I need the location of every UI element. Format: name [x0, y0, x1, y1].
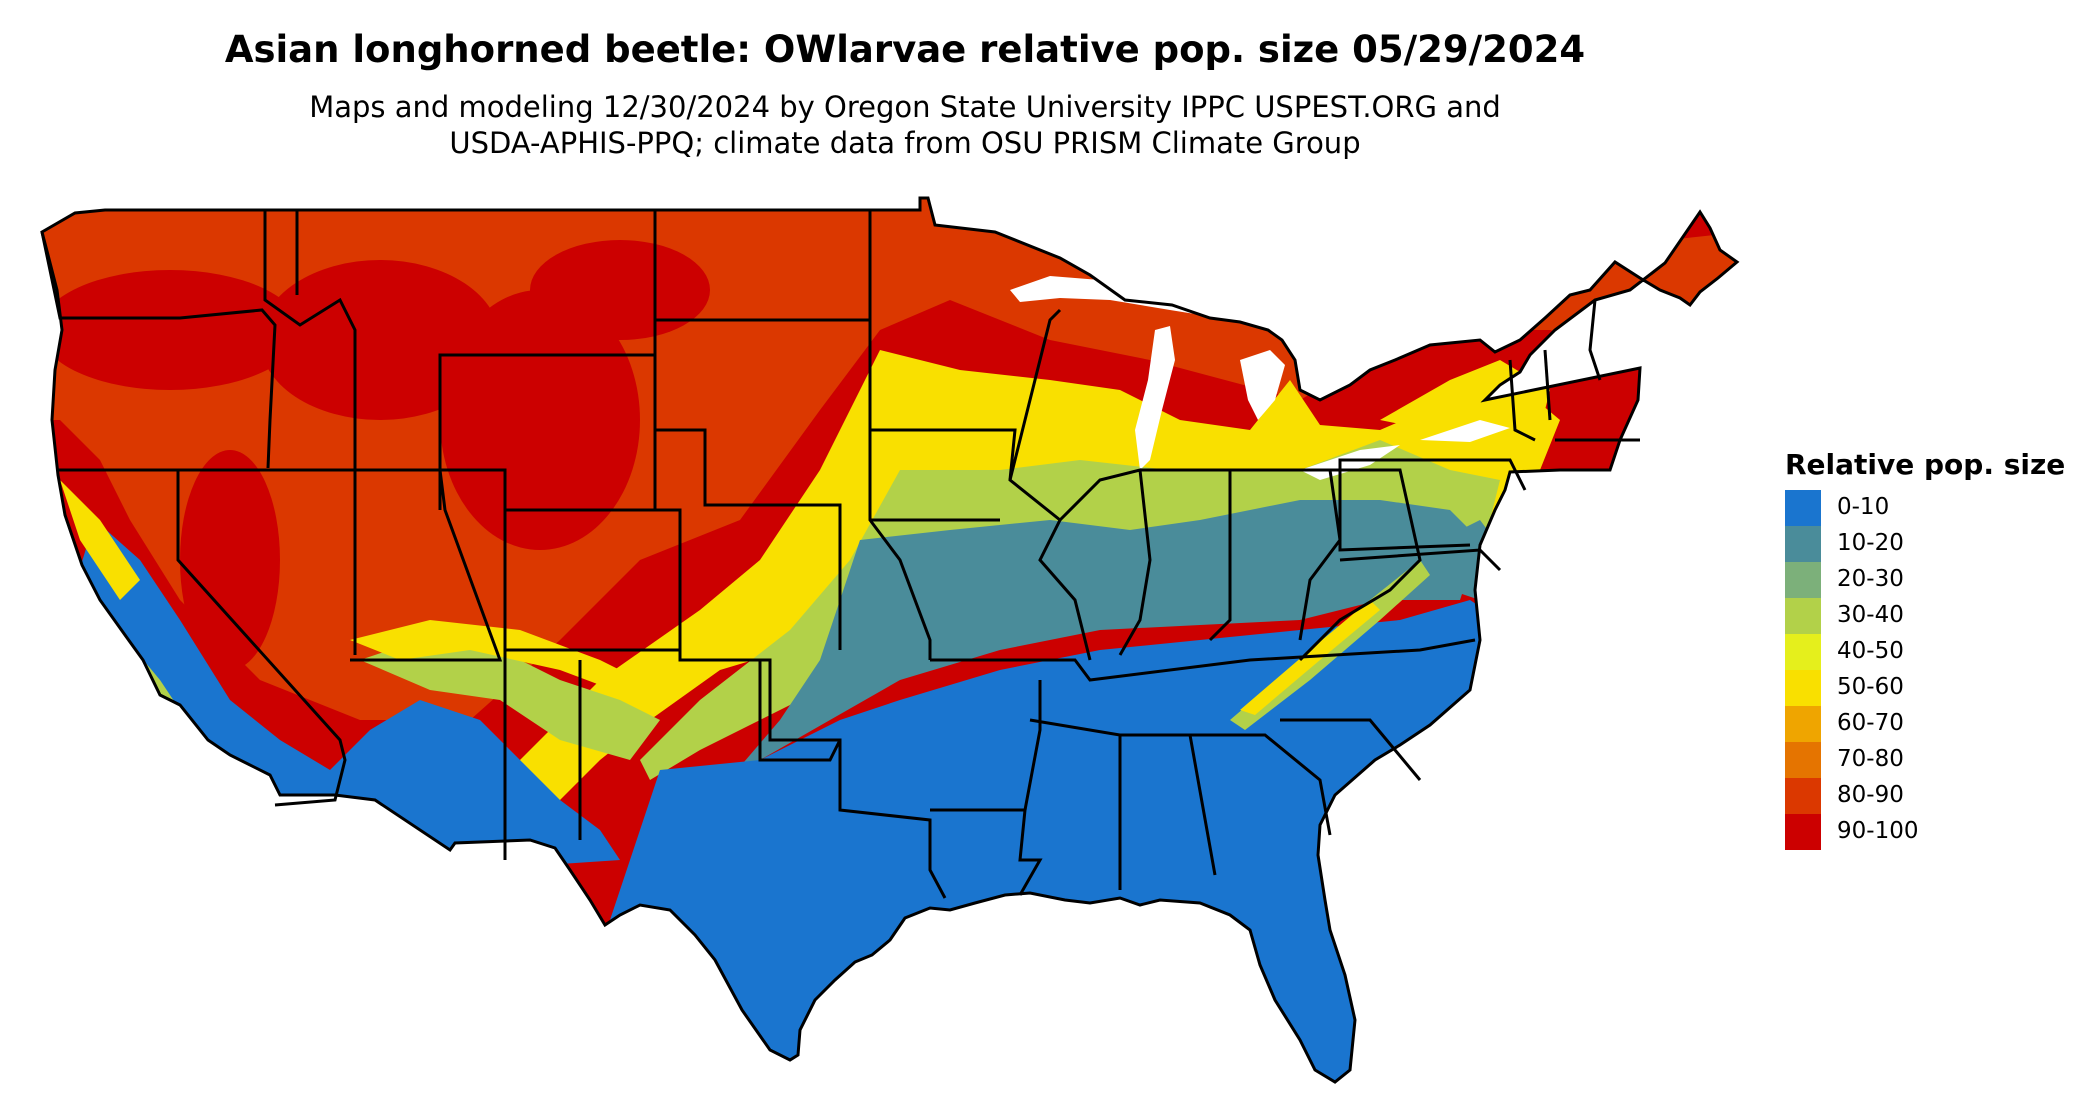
legend-swatch: [1785, 778, 1821, 814]
legend-label: 50-60: [1837, 674, 1904, 700]
legend-swatch: [1785, 526, 1821, 562]
legend-item-0-10: 0-10: [1785, 490, 2085, 527]
legend-swatch: [1785, 706, 1821, 742]
map-title: Asian longhorned beetle: OWlarvae relati…: [224, 28, 1586, 71]
legend-label: 10-20: [1837, 530, 1904, 556]
legend-item-80-90: 80-90: [1785, 778, 2085, 815]
legend-swatch: [1785, 814, 1821, 850]
legend-label: 70-80: [1837, 746, 1904, 772]
legend-item-40-50: 40-50: [1785, 634, 2085, 671]
legend-label: 60-70: [1837, 710, 1904, 736]
legend-item-30-40: 30-40: [1785, 598, 2085, 635]
legend-label: 30-40: [1837, 602, 1904, 628]
legend-title: Relative pop. size: [1785, 448, 2066, 481]
legend-item-20-30: 20-30: [1785, 562, 2085, 599]
legend-swatch: [1785, 562, 1821, 598]
legend: Relative pop. size 0-10 10-20 20-30 30-4…: [1785, 448, 2085, 868]
state-borders: [40, 210, 1640, 899]
map-subtitle-line-2: USDA-APHIS-PPQ; climate data from OSU PR…: [449, 126, 1361, 160]
legend-label: 90-100: [1837, 818, 1919, 844]
legend-item-60-70: 60-70: [1785, 706, 2085, 743]
legend-label: 0-10: [1837, 494, 1890, 520]
legend-label: 40-50: [1837, 638, 1904, 664]
population-raster: [42, 198, 1737, 1082]
legend-item-70-80: 70-80: [1785, 742, 2085, 779]
legend-swatch: [1785, 598, 1821, 634]
legend-label: 80-90: [1837, 782, 1904, 808]
map-subtitle-line-1: Maps and modeling 12/30/2024 by Oregon S…: [309, 90, 1501, 124]
legend-item-50-60: 50-60: [1785, 670, 2085, 707]
legend-swatch: [1785, 670, 1821, 706]
legend-swatch: [1785, 634, 1821, 670]
legend-label: 20-30: [1837, 566, 1904, 592]
legend-swatch: [1785, 490, 1821, 526]
legend-item-10-20: 10-20: [1785, 526, 2085, 563]
legend-swatch: [1785, 742, 1821, 778]
legend-item-90-100: 90-100: [1785, 814, 2085, 851]
